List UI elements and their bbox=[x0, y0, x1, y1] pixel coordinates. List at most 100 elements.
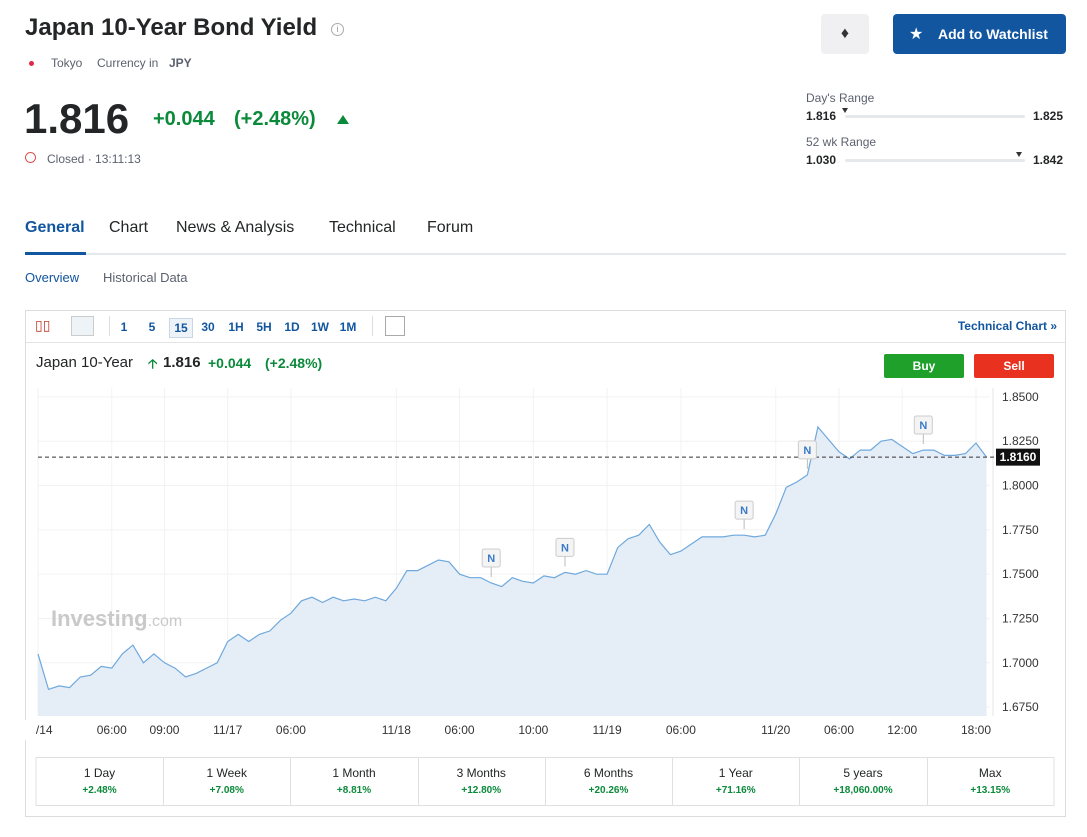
chart-change-pct: (+2.48%) bbox=[265, 355, 323, 371]
sell-button[interactable]: Sell bbox=[974, 354, 1054, 378]
star-icon: ★ bbox=[909, 26, 924, 43]
performance-cell[interactable]: Max +13.15% bbox=[927, 757, 1054, 805]
performance-period: 1 Week bbox=[206, 766, 247, 780]
x-tick-label: 09:00 bbox=[149, 723, 179, 737]
range-label: 52 wk Range bbox=[806, 135, 877, 149]
chart-change: +0.044 bbox=[208, 355, 252, 371]
performance-cell[interactable]: 3 Months +12.80% bbox=[418, 757, 546, 805]
performance-change: +7.08% bbox=[209, 785, 244, 796]
y-tick-label: 1.7000 bbox=[1002, 656, 1039, 670]
current-box bbox=[996, 448, 1040, 466]
tab-underline bbox=[25, 252, 86, 255]
range-high: 1.825 bbox=[1033, 109, 1064, 123]
performance-cell[interactable]: 1 Week +7.08% bbox=[163, 757, 292, 805]
interval[interactable]: 1D bbox=[284, 320, 300, 334]
currency: JPY bbox=[169, 56, 192, 70]
chart-up-arrow: 🡡 bbox=[148, 356, 158, 371]
watchlist-label: Add to Watchlist bbox=[938, 26, 1048, 42]
range-high: 1.842 bbox=[1033, 153, 1064, 167]
interval[interactable]: 15 bbox=[169, 318, 193, 338]
range-marker bbox=[1016, 152, 1023, 157]
news-box bbox=[797, 440, 817, 460]
tab[interactable]: General bbox=[25, 219, 85, 236]
performance-change: +12.80% bbox=[461, 785, 502, 796]
current-label: 1.8160 bbox=[1000, 450, 1037, 464]
tab[interactable]: Chart bbox=[109, 219, 149, 236]
x-label-clip bbox=[0, 720, 36, 740]
news-box bbox=[481, 548, 501, 568]
performance-change: +18,060.00% bbox=[833, 785, 893, 796]
chart-name: Japan 10-Year bbox=[36, 354, 134, 371]
subtab[interactable]: Historical Data bbox=[103, 270, 188, 285]
performance-cell[interactable]: 1 Year +71.16% bbox=[672, 757, 801, 805]
interval[interactable]: 5 bbox=[148, 320, 156, 334]
clock-icon bbox=[25, 152, 36, 163]
buy-button[interactable]: Buy bbox=[884, 354, 964, 378]
interval[interactable]: 1 bbox=[120, 320, 128, 334]
news-marker: N bbox=[561, 542, 569, 554]
x-tick-label: 06:00 bbox=[97, 723, 127, 737]
performance-period: Max bbox=[978, 766, 1002, 780]
interval[interactable]: 1H bbox=[228, 320, 244, 334]
performance-cell[interactable]: 6 Months +20.26% bbox=[545, 757, 673, 805]
news-box bbox=[555, 537, 575, 557]
change: +0.044 bbox=[153, 108, 215, 130]
x-tick-label: 11/20 bbox=[761, 723, 790, 737]
watermark-suffix: .com bbox=[148, 613, 183, 630]
performance-cell[interactable]: 1 Month +8.81% bbox=[291, 757, 419, 805]
x-tick-label: 11/17 bbox=[213, 723, 242, 737]
technical-chart-link[interactable]: Technical Chart » bbox=[957, 319, 1057, 333]
news-marker: N bbox=[740, 505, 748, 517]
range-bar bbox=[845, 159, 1025, 162]
y-tick-label: 1.7750 bbox=[1002, 523, 1039, 537]
area-fill bbox=[38, 427, 987, 716]
price: 1.816 bbox=[24, 95, 130, 142]
watchlist-button[interactable]: ★ Add to Watchlist bbox=[893, 14, 1066, 54]
up-arrow bbox=[337, 115, 349, 124]
currency-label: Currency in bbox=[97, 56, 159, 70]
tab[interactable]: News & Analysis bbox=[176, 219, 295, 236]
x-tick-label: 12:00 bbox=[887, 723, 917, 737]
market-dot bbox=[29, 61, 34, 66]
performance-period: 3 Months bbox=[456, 766, 506, 780]
performance-change: +20.26% bbox=[588, 785, 629, 796]
tab[interactable]: Forum bbox=[427, 219, 474, 236]
performance-cell[interactable]: 5 years +18,060.00% bbox=[800, 757, 928, 805]
x-tick-label: 18:00 bbox=[961, 723, 991, 737]
range-low: 1.816 bbox=[806, 109, 837, 123]
news-marker: N bbox=[919, 420, 927, 432]
line bbox=[37, 425, 987, 691]
subtab[interactable]: Overview bbox=[25, 270, 80, 285]
x-tick-label: 06:00 bbox=[666, 723, 696, 737]
y-tick-label: 1.7250 bbox=[1002, 611, 1039, 625]
y-tick-label: 1.8250 bbox=[1002, 434, 1039, 448]
news-marker: N bbox=[487, 553, 495, 565]
range-label: Day's Range bbox=[806, 91, 875, 105]
watermark-main: Investing bbox=[51, 606, 148, 631]
news-box bbox=[734, 500, 754, 520]
x-tick-label: 06:00 bbox=[824, 723, 854, 737]
tab-rule bbox=[25, 253, 1066, 255]
interval[interactable]: 30 bbox=[201, 320, 215, 334]
title: Japan 10-Year Bond Yield bbox=[25, 14, 318, 41]
performance-change: +71.16% bbox=[715, 785, 756, 796]
area-icon[interactable] bbox=[71, 316, 94, 336]
interval[interactable]: 1M bbox=[339, 320, 357, 334]
x-tick-label: 11/19 bbox=[593, 723, 622, 737]
performance-cell[interactable]: 1 Day +2.48% bbox=[36, 757, 164, 805]
info-icon[interactable]: i bbox=[331, 23, 344, 36]
alert-button[interactable]: ♦ bbox=[821, 14, 869, 54]
candle-icon[interactable]: ▯▯ bbox=[35, 317, 51, 333]
interval[interactable]: 5H bbox=[256, 320, 272, 334]
performance-period: 5 years bbox=[843, 766, 883, 780]
y-tick-label: 1.8500 bbox=[1002, 390, 1039, 404]
status: Closed · 13:11:13 bbox=[47, 152, 141, 166]
interval[interactable]: 1W bbox=[311, 320, 329, 334]
x-tick-label: 06:00 bbox=[276, 723, 306, 737]
performance-change: +13.15% bbox=[970, 785, 1011, 796]
y-tick-label: 1.8000 bbox=[1002, 479, 1039, 493]
tab[interactable]: Technical bbox=[329, 219, 396, 236]
x-tick-label: 10:00 bbox=[518, 723, 548, 737]
layout-icon[interactable] bbox=[385, 316, 405, 336]
